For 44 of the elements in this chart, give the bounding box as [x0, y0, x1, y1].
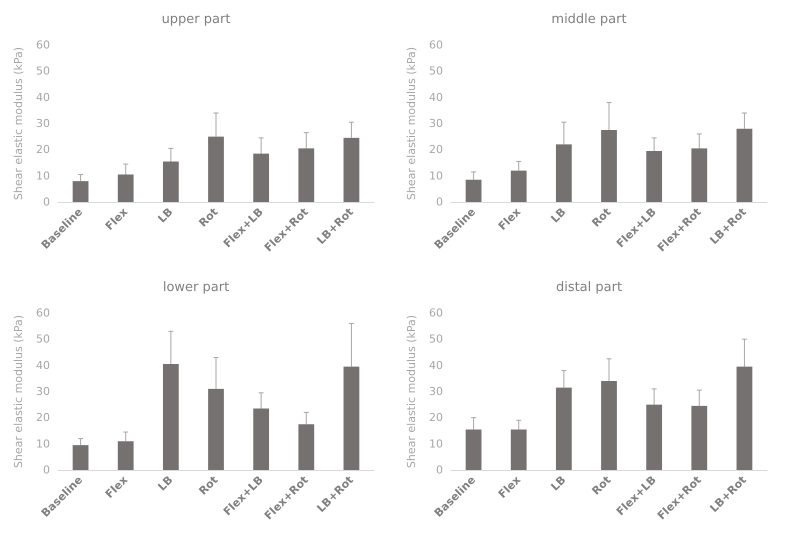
y-tick-label: 60 [36, 306, 50, 320]
y-tick-label: 10 [429, 437, 443, 450]
y-tick-label: 30 [36, 117, 50, 130]
y-tick-label: 30 [36, 385, 50, 398]
x-tick-label: Rot [196, 205, 221, 230]
y-axis-title: Shear elastic modulus (kPa) [405, 314, 418, 468]
chart-title: middle part [551, 12, 627, 27]
y-tick-label: 60 [429, 306, 443, 320]
y-tick-label: 50 [429, 332, 443, 346]
y-tick-label: 20 [36, 143, 50, 156]
y-tick-label: 20 [429, 411, 443, 424]
y-tick-label: 10 [36, 437, 50, 450]
y-tick-label: 10 [36, 169, 50, 182]
x-tick-label: LB [548, 205, 568, 226]
chart-title: distal part [556, 280, 622, 295]
y-tick-label: 40 [36, 90, 50, 104]
y-tick-label: 60 [36, 38, 50, 52]
y-tick-label: 0 [436, 464, 443, 476]
y-tick-label: 10 [429, 169, 443, 182]
y-tick-label: 0 [43, 196, 50, 208]
x-tick-label: Rot [196, 473, 221, 498]
y-tick-label: 50 [429, 64, 443, 78]
x-tick-label: LB [548, 473, 568, 494]
x-tick-label: Rot [589, 205, 614, 230]
y-tick-label: 20 [36, 411, 50, 424]
y-axis-title: Shear elastic modulus (kPa) [12, 46, 25, 200]
y-tick-label: 50 [36, 332, 50, 346]
y-tick-label: 40 [429, 358, 443, 372]
y-axis-title: Shear elastic modulus (kPa) [12, 314, 25, 468]
y-tick-label: 30 [429, 385, 443, 398]
x-tick-label: Rot [589, 473, 614, 498]
y-tick-label: 0 [43, 464, 50, 476]
chart-title: upper part [162, 12, 230, 27]
y-tick-label: 60 [429, 38, 443, 52]
y-tick-label: 20 [429, 143, 443, 156]
chart-title: lower part [162, 280, 230, 295]
x-tick-label: LB [155, 473, 176, 494]
y-tick-label: 30 [429, 117, 443, 130]
y-tick-label: 40 [429, 90, 443, 104]
y-tick-label: 40 [36, 358, 50, 372]
y-axis-title: Shear elastic modulus (kPa) [405, 46, 418, 200]
x-tick-label: LB [155, 205, 176, 226]
y-tick-label: 50 [36, 64, 50, 78]
y-tick-label: 0 [436, 196, 443, 208]
